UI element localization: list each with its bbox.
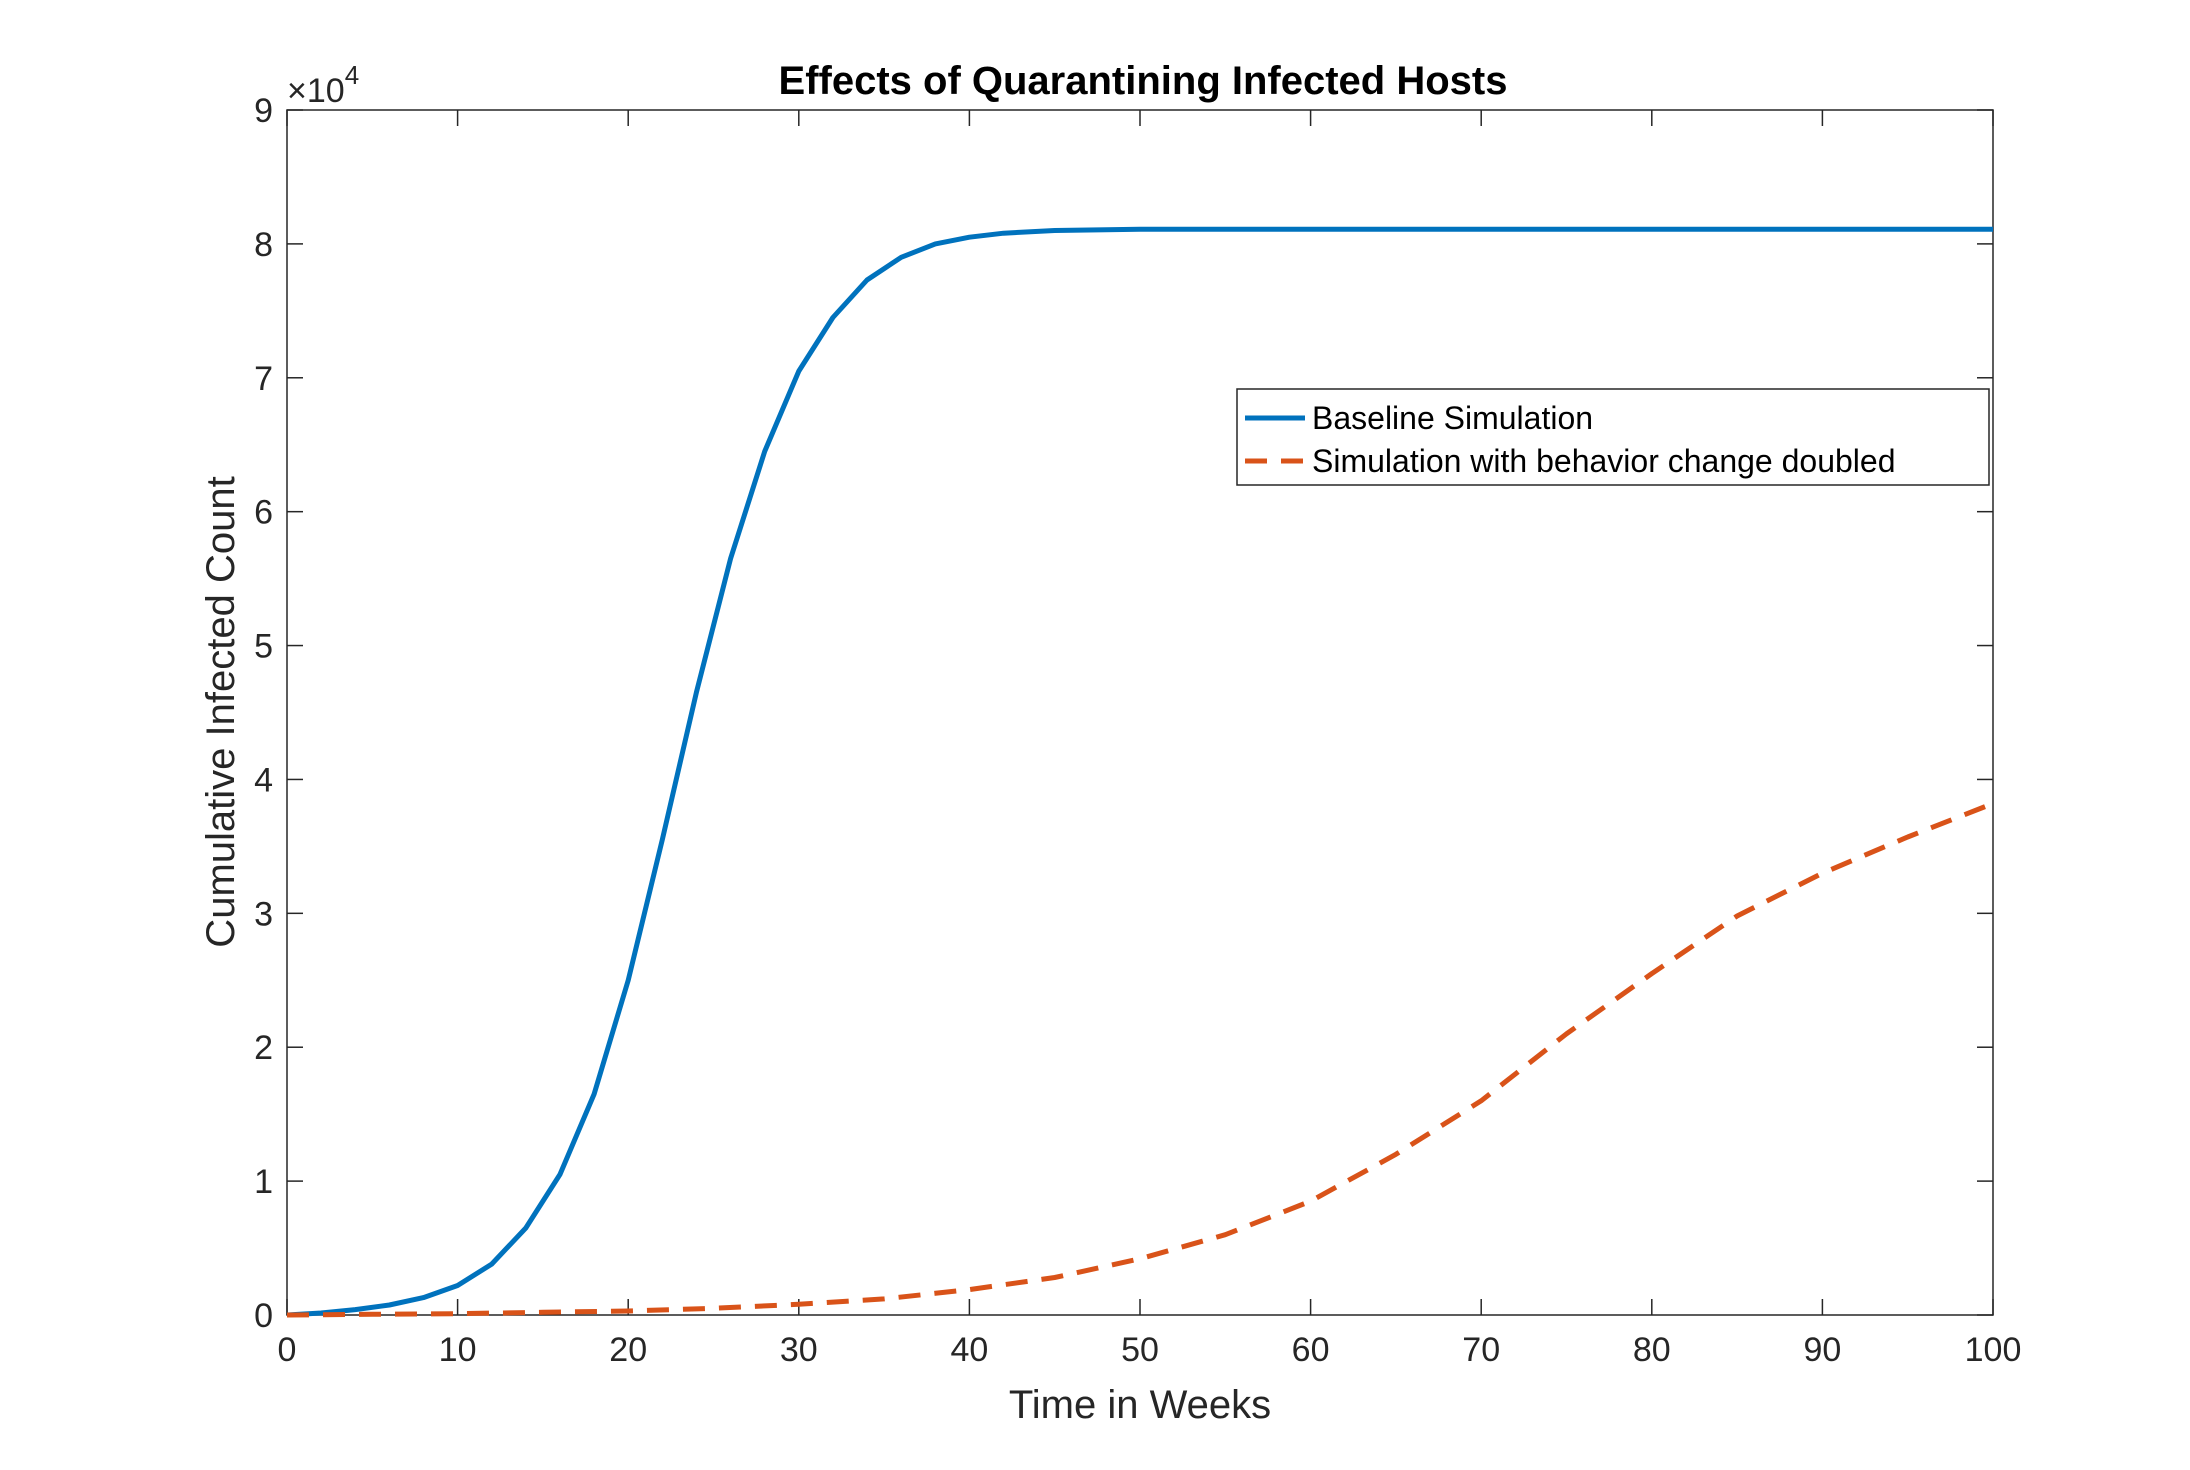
y-axis-ticks: 0 1 2 3 4 5 6 7 8 9 [254, 92, 1993, 1335]
x-tick-label: 30 [780, 1331, 818, 1369]
x-tick-label: 50 [1121, 1331, 1159, 1369]
x-tick-label: 0 [278, 1331, 297, 1369]
svg-text:×104: ×104 [287, 60, 359, 110]
y-exponent-power: 4 [345, 60, 359, 90]
y-tick-label: 7 [254, 360, 273, 398]
x-tick-label: 100 [1965, 1331, 2022, 1369]
y-tick-label: 4 [254, 761, 273, 799]
y-tick-label: 1 [254, 1163, 273, 1201]
legend-label-behavior-change-doubled: Simulation with behavior change doubled [1312, 443, 1896, 479]
chart-title: Effects of Quarantining Infected Hosts [779, 59, 1508, 103]
y-axis-title: Cumulative Infected Count [199, 476, 243, 947]
x-tick-label: 20 [609, 1331, 647, 1369]
series-layer [286, 226, 1994, 1318]
y-tick-label: 9 [254, 92, 273, 130]
plot-area [286, 109, 1994, 1316]
legend: Baseline Simulation Simulation with beha… [1236, 388, 1990, 486]
y-tick-label: 0 [254, 1297, 273, 1335]
series-line-0 [286, 226, 1993, 1318]
x-tick-label: 80 [1633, 1331, 1671, 1369]
y-exponent-base: ×10 [287, 72, 345, 110]
legend-label-baseline-simulation: Baseline Simulation [1312, 400, 1593, 436]
y-tick-label: 2 [254, 1029, 273, 1067]
x-tick-label: 90 [1803, 1331, 1841, 1369]
x-tick-label: 60 [1292, 1331, 1330, 1369]
x-axis-title: Time in Weeks [1009, 1383, 1271, 1427]
y-axis-exponent: ×104 [287, 60, 359, 110]
series-line-1 [286, 801, 1994, 1318]
y-tick-label: 6 [254, 494, 273, 532]
x-tick-label: 70 [1462, 1331, 1500, 1369]
y-tick-label: 8 [254, 226, 273, 264]
x-axis-ticks: 0 10 20 30 40 50 60 70 80 90 100 [278, 110, 2022, 1369]
legend-box [1236, 388, 1990, 486]
y-tick-label: 3 [254, 895, 273, 933]
y-tick-label: 5 [254, 628, 273, 666]
x-tick-label: 40 [950, 1331, 988, 1369]
x-tick-label: 10 [439, 1331, 477, 1369]
